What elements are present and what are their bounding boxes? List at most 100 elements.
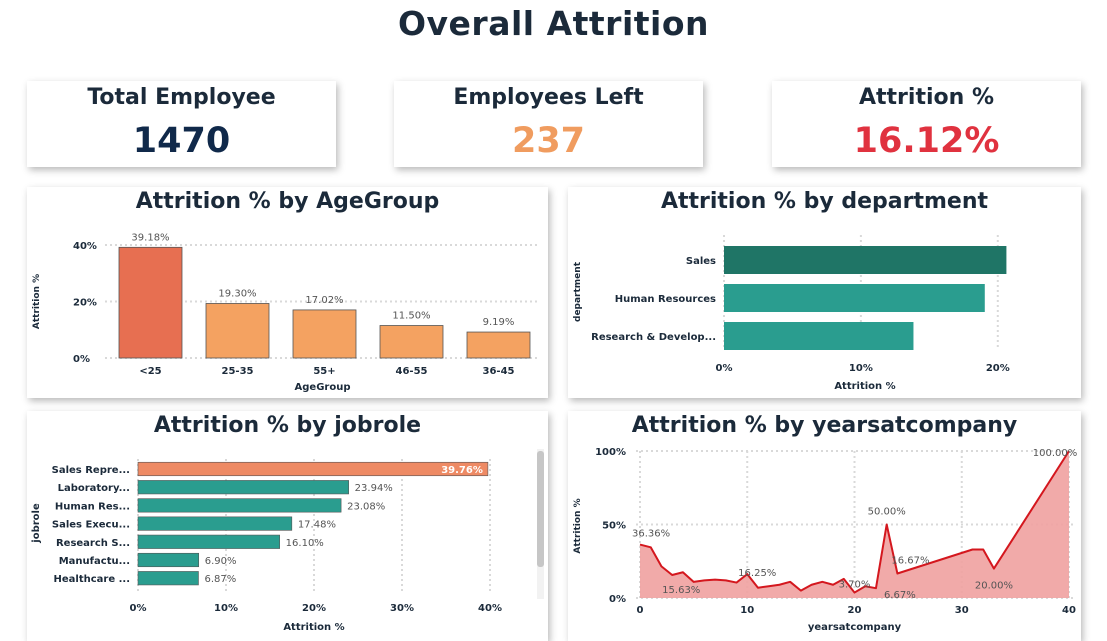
x-tick-label: 10 (740, 605, 754, 616)
data-label: 39.76% (441, 465, 483, 476)
chart-title: Attrition % by department (660, 189, 989, 214)
bar (137, 480, 349, 495)
bar (292, 309, 357, 359)
chart-title: Attrition % by jobrole (153, 413, 422, 438)
data-label: 6.67% (884, 590, 916, 601)
data-label: 6.90% (205, 556, 237, 567)
x-tick-label: 30% (390, 603, 414, 614)
bar (137, 516, 293, 531)
chart-title: Attrition % by AgeGroup (135, 189, 440, 214)
chart-card-department: Attrition % by department 0% 10% 20% Sales H… (568, 187, 1081, 398)
data-label: 15.63% (662, 585, 700, 596)
x-tick-label: 40% (478, 603, 502, 614)
y-tick-label: 0% (73, 354, 90, 365)
x-axis-title: Attrition % (283, 622, 344, 633)
x-axis-title: Attrition % (834, 381, 895, 392)
x-tick-label: <25 (139, 366, 161, 377)
y-tick-label: Sales Execu... (52, 520, 130, 531)
data-label: 23.94% (355, 483, 393, 494)
data-label: 17.48% (298, 520, 336, 531)
y-tick-label: Manufactu... (59, 556, 130, 567)
data-label: 3.70% (839, 580, 871, 591)
bar (724, 246, 1007, 274)
x-tick-label: 20% (302, 603, 326, 614)
y-tick-label: 100% (595, 447, 626, 458)
y-axis-title: Attrition % (32, 274, 42, 329)
data-label: 50.00% (868, 507, 906, 518)
data-label: 9.19% (483, 317, 515, 328)
x-tick-label: 10% (214, 603, 238, 614)
kpi-value: 16.12% (853, 121, 1000, 161)
series-line (639, 450, 1070, 594)
kpi-label: Attrition % (859, 85, 994, 110)
x-axis-title: yearsatcompany (808, 622, 902, 633)
x-tick-label: 0% (716, 363, 733, 374)
y-tick-label: 0% (609, 594, 626, 605)
bar (137, 498, 342, 513)
y-tick-label: Sales (686, 256, 716, 267)
data-label: 11.50% (392, 311, 430, 322)
bar (724, 322, 914, 350)
x-tick-label: 40 (1062, 605, 1076, 616)
chart-card-yearsatcompany: Attrition % by yearsatcompany 0% 50% 100% 0… (568, 411, 1081, 641)
kpi-value: 1470 (132, 121, 231, 161)
data-label: 6.87% (204, 574, 236, 585)
kpi-value: 237 (511, 121, 586, 161)
x-tick-label: 20 (848, 605, 862, 616)
y-axis-title: Attrition % (573, 498, 583, 553)
bar (466, 331, 531, 359)
data-label: 100.00% (1033, 448, 1078, 459)
page-title: Overall Attrition (397, 4, 710, 43)
y-axis-title: department (573, 261, 583, 322)
y-tick-label: Research & Develop... (591, 332, 716, 343)
y-tick-label: Healthcare ... (54, 574, 131, 585)
chart-card-agegroup: Attrition % by AgeGroup 0% 20% 40% 39.18% <2… (27, 187, 548, 398)
bar (137, 534, 280, 549)
x-tick-label: 36-45 (483, 366, 515, 377)
department-bar-chart: 0% 10% 20% Sales Human Resources Research & D… (573, 235, 1010, 392)
x-tick-label: 30 (955, 605, 969, 616)
bar (137, 461, 489, 477)
x-axis-title: AgeGroup (295, 382, 351, 393)
kpi-card-attrition-percent: Attrition % 16.12% (772, 81, 1081, 167)
y-tick-label: 50% (602, 521, 626, 532)
chart-card-jobrole: Attrition % by jobrole 0% 10% 20% 30% 40% Sal… (27, 411, 548, 641)
y-tick-label: Research S... (56, 538, 130, 549)
y-tick-label: Human Resources (615, 294, 716, 305)
bar (137, 571, 199, 586)
y-axis-title: jobrole (31, 503, 42, 544)
x-tick-label: 25-35 (222, 366, 254, 377)
x-tick-label: 10% (849, 363, 873, 374)
area-fill (640, 451, 1069, 598)
y-tick-label: Sales Repre... (52, 465, 130, 476)
data-label: 36.36% (632, 529, 670, 540)
bar (724, 284, 985, 312)
bar (137, 552, 200, 568)
chart-title: Attrition % by yearsatcompany (631, 413, 1018, 438)
jobrole-bar-chart: 0% 10% 20% 30% 40% Sales Repre... 39.76% Labora… (31, 459, 502, 633)
jobrole-scroll-thumb[interactable] (537, 451, 544, 567)
x-tick-label: 0 (637, 605, 644, 616)
data-label: 16.10% (286, 538, 324, 549)
y-tick-label: Human Res... (55, 501, 130, 512)
jobrole-scrollbar[interactable] (537, 449, 544, 599)
kpi-card-employees-left: Employees Left 237 (394, 81, 703, 167)
agegroup-bar-chart: 0% 20% 40% 39.18% <25 19.30% 25-35 17.02% 55+ 11.… (32, 232, 540, 393)
data-label: 20.00% (975, 581, 1013, 592)
yearsatcompany-area-chart: 0% 50% 100% 0 10 20 30 40 36.36% 15.63% 16.25% 3.70… (573, 447, 1078, 633)
bar (118, 246, 183, 359)
bar (205, 303, 270, 359)
kpi-label: Employees Left (453, 85, 644, 110)
y-tick-label: 20% (73, 298, 97, 309)
bar (379, 325, 444, 359)
data-label: 23.08% (347, 501, 385, 512)
data-label: 17.02% (305, 295, 343, 306)
y-tick-label: 40% (73, 241, 97, 252)
y-tick-label: Laboratory... (58, 483, 130, 494)
kpi-card-total-employee: Total Employee 1470 (27, 81, 336, 167)
x-tick-label: 55+ (313, 366, 335, 377)
data-label: 16.25% (738, 568, 776, 579)
x-tick-label: 46-55 (396, 366, 428, 377)
data-label: 19.30% (218, 288, 256, 299)
data-label: 16.67% (891, 555, 929, 566)
